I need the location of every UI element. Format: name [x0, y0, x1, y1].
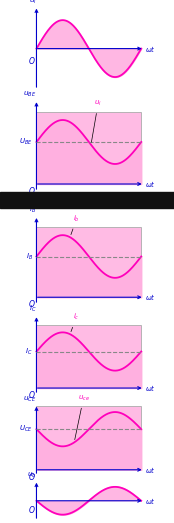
Text: $u_o$: $u_o$ — [27, 471, 37, 480]
Text: $O$: $O$ — [28, 185, 36, 196]
Text: $\omega t$: $\omega t$ — [145, 179, 156, 189]
Text: $i_C$: $i_C$ — [29, 304, 37, 314]
Text: $i_b$: $i_b$ — [71, 213, 80, 235]
Bar — [37, 406, 141, 470]
Text: $\omega t$: $\omega t$ — [145, 292, 156, 302]
Text: $I_C$: $I_C$ — [25, 346, 33, 357]
Text: $i_B$: $i_B$ — [29, 205, 37, 215]
Text: $\omega t$: $\omega t$ — [145, 43, 156, 53]
Text: $O$: $O$ — [28, 471, 36, 482]
Text: $U_{BE}$: $U_{BE}$ — [19, 137, 33, 147]
Text: $U_{CE}$: $U_{CE}$ — [19, 424, 33, 434]
Text: $I_B$: $I_B$ — [26, 252, 33, 262]
Text: $u_{BE}$: $u_{BE}$ — [23, 90, 37, 99]
Text: $u_i$: $u_i$ — [91, 99, 102, 142]
Text: $O$: $O$ — [28, 299, 36, 310]
Bar — [37, 325, 141, 388]
Text: $\omega t$: $\omega t$ — [145, 383, 156, 393]
Text: $O$: $O$ — [28, 55, 36, 66]
Bar — [37, 112, 141, 184]
Text: $u_{ce}$: $u_{ce}$ — [75, 393, 89, 440]
Bar — [37, 228, 141, 297]
Text: $\omega t$: $\omega t$ — [145, 496, 156, 506]
Text: $i_c$: $i_c$ — [71, 312, 80, 332]
Text: $u_{CE}$: $u_{CE}$ — [23, 394, 37, 404]
Text: $\omega t$: $\omega t$ — [145, 465, 156, 475]
Text: $O$: $O$ — [28, 389, 36, 400]
Text: $O$: $O$ — [28, 504, 36, 515]
Text: $u_i$: $u_i$ — [29, 0, 37, 6]
